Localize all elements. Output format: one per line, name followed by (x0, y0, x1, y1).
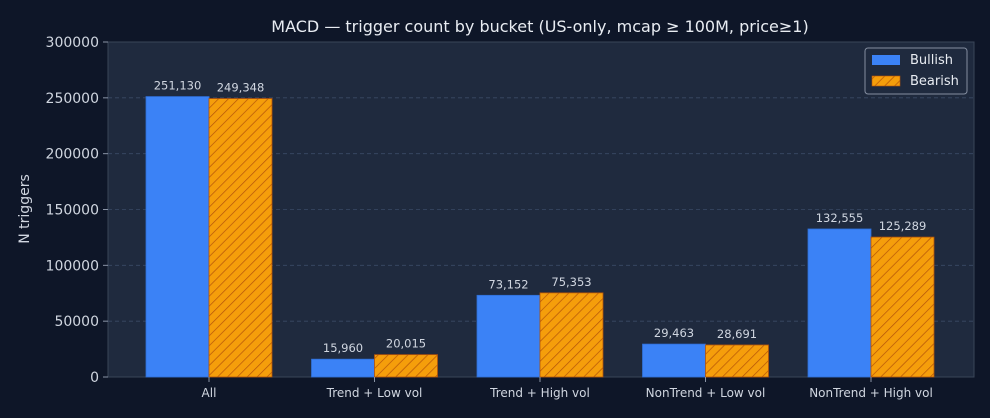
legend-swatch-bullish (872, 55, 900, 65)
x-tick-label: NonTrend + Low vol (646, 386, 766, 400)
y-tick-label: 0 (90, 370, 99, 386)
x-tick-label: Trend + High vol (489, 386, 590, 400)
data-label-bullish: 29,463 (654, 326, 694, 340)
data-label-bearish: 125,289 (879, 219, 927, 233)
y-axis-ticks: 0 50000 100000 150000 200000 250000 300000 (46, 35, 108, 386)
data-label-bearish: 249,348 (217, 81, 265, 95)
x-axis-ticks: All Trend + Low vol Trend + High vol NonTre… (202, 377, 933, 400)
bar-bullish (476, 294, 541, 378)
bar-bullish (145, 96, 210, 378)
data-label-bullish: 251,130 (154, 79, 202, 93)
bar-hatch-bearish (374, 354, 438, 377)
x-tick-label: NonTrend + High vol (809, 386, 933, 400)
y-tick-label: 250000 (46, 91, 99, 107)
y-tick-label: 50000 (54, 314, 99, 330)
legend-swatch-bearish-hatch (871, 75, 901, 87)
bar-bullish (311, 358, 375, 378)
y-axis-label: N triggers (17, 174, 33, 244)
data-label-bearish: 75,353 (551, 275, 591, 289)
bars: 251,130 249,348 15,960 20,015 73,152 75,353 29… (145, 79, 935, 378)
data-label-bullish: 132,555 (816, 211, 864, 225)
y-tick-label: 200000 (46, 147, 99, 163)
bar-hatch-bearish (209, 98, 272, 377)
data-label-bearish: 28,691 (717, 327, 757, 341)
data-label-bullish: 15,960 (323, 341, 363, 355)
legend-label-bearish: Bearish (910, 74, 959, 89)
bar-bullish (807, 228, 872, 378)
y-tick-label: 100000 (46, 258, 99, 274)
legend-label-bullish: Bullish (910, 53, 953, 68)
bar-bullish (642, 343, 706, 378)
data-label-bullish: 73,152 (488, 277, 528, 291)
bar-hatch-bearish (705, 344, 769, 377)
y-tick-label: 300000 (46, 35, 99, 51)
legend: Bullish Bearish (864, 47, 968, 95)
chart-title: MACD — trigger count by bucket (US-only,… (271, 17, 808, 36)
x-tick-label: All (202, 386, 217, 400)
bar-hatch-bearish (540, 292, 603, 377)
x-tick-label: Trend + Low vol (326, 386, 423, 400)
bar-hatch-bearish (871, 237, 934, 377)
y-tick-label: 150000 (46, 203, 99, 219)
data-label-bearish: 20,015 (386, 337, 426, 351)
